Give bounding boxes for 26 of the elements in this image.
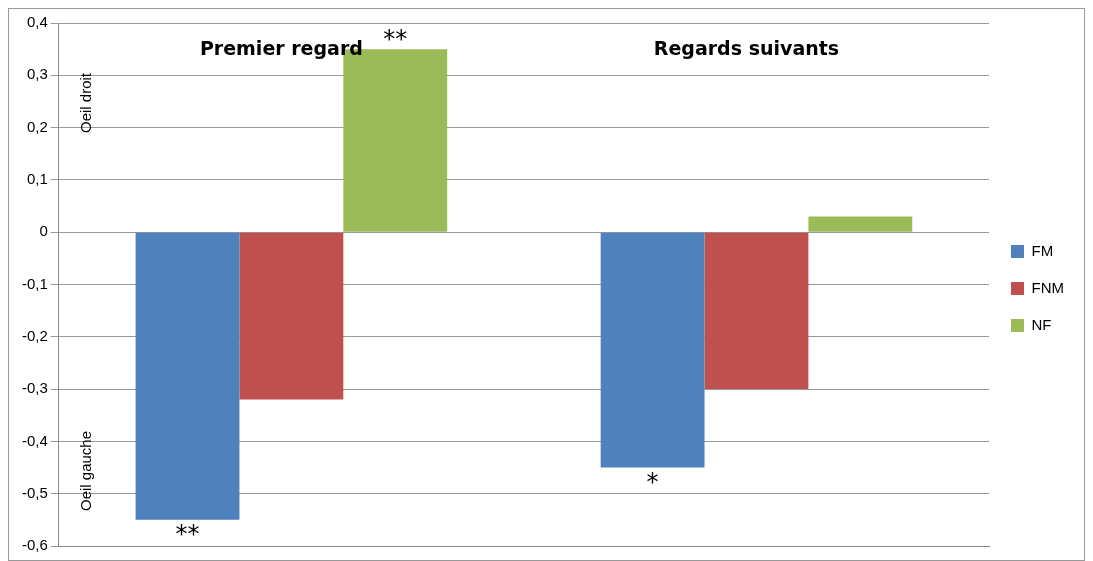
y-tick-label: 0,3	[26, 65, 48, 83]
y-tick-label: -0,1	[21, 274, 48, 292]
x-tick-label: Regards suivants	[653, 36, 840, 59]
y-tick-label: -0,5	[21, 483, 48, 501]
x-tick-label: Premier regard	[199, 36, 363, 59]
y-tick-label: 0,1	[26, 170, 48, 188]
bar	[135, 232, 240, 520]
y-tick-label: -0,6	[21, 536, 48, 554]
y-tick-label: 0,2	[26, 117, 48, 135]
annotation: *	[646, 467, 659, 496]
bar	[808, 216, 913, 232]
annotation: **	[383, 25, 408, 54]
bar	[239, 232, 344, 400]
y-tick-label: 0,4	[26, 13, 48, 31]
legend-label: NF	[1031, 315, 1052, 333]
annotation: **	[175, 520, 200, 549]
y-tick-label: -0,2	[21, 326, 48, 344]
annotation: Oeil gauche	[76, 430, 94, 512]
annotation: Oeil droit	[76, 72, 94, 134]
y-tick-label: 0	[39, 222, 48, 240]
y-tick-label: -0,3	[21, 379, 48, 397]
bar	[600, 232, 705, 468]
y-tick-label: -0,4	[21, 431, 48, 449]
bar	[704, 232, 809, 390]
legend-label: FNM	[1031, 278, 1065, 296]
legend-label: FM	[1031, 241, 1054, 259]
